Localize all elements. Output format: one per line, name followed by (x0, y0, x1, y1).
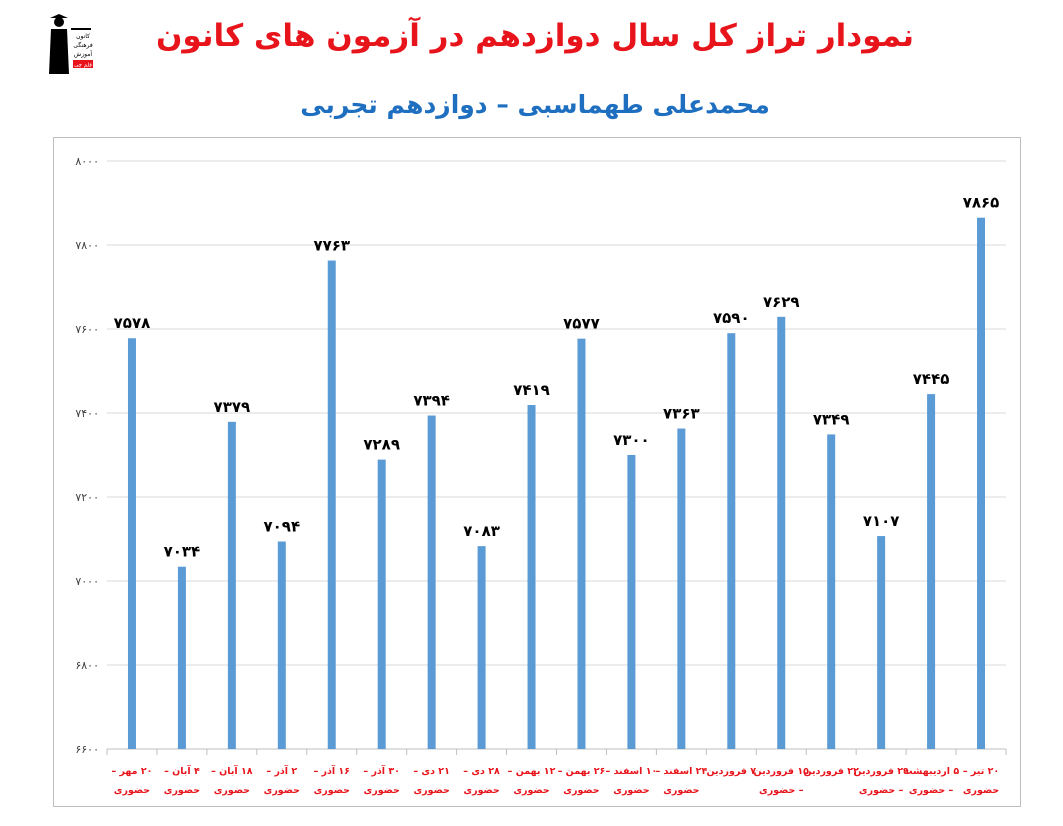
x-tick-label-6-line-1: ۳۰ آذر – (363, 764, 400, 777)
bar-13 (727, 333, 736, 749)
bar-7 (427, 415, 436, 749)
x-tick-label-4-line-1: ۲ آذر – (266, 764, 297, 777)
x-tick-label-10-line-2: حضوری (563, 785, 599, 796)
logo-text-2: فرهنگی (73, 41, 93, 49)
x-tick-label-5-line-1: ۱۶ آذر – (313, 764, 350, 777)
y-tick-label-7000: ۷۰۰۰ (75, 575, 99, 588)
bar-11 (627, 455, 636, 749)
data-label-17: ۷۴۴۵ (913, 370, 950, 388)
data-label-8: ۷۰۸۳ (463, 522, 500, 540)
x-tick-label-10-line-1: ۲۶ بهمن – (558, 766, 606, 777)
bar-9 (527, 405, 536, 749)
y-tick-label-7400: ۷۴۰۰ (75, 407, 99, 420)
x-tick-label-13-line-1: ۷ فروردین (706, 766, 756, 777)
logo: کانون فرهنگی آموزش قلم چی (47, 12, 99, 78)
logo-text-4: قلم چی (74, 63, 92, 69)
bar-5 (327, 260, 336, 749)
x-tick-label-12-line-1: ۲۴ اسفند – (655, 766, 707, 777)
bar-18 (977, 217, 986, 749)
x-tick-label-3-line-2: حضوری (214, 785, 250, 796)
logo-text-1: کانون (76, 33, 90, 40)
data-label-7: ۷۳۹۴ (413, 392, 450, 410)
y-tick-label-6800: ۶۸۰۰ (75, 659, 99, 672)
y-tick-label-8000: ۸۰۰۰ (75, 155, 99, 168)
x-tick-label-7-line-2: حضوری (413, 785, 449, 796)
bar-15 (827, 434, 836, 749)
x-tick-label-7-line-1: ۲۱ دی – (413, 766, 450, 777)
data-label-14: ۷۶۲۹ (763, 293, 800, 311)
bar-17 (927, 394, 936, 749)
x-tick-label-1-line-2: حضوری (114, 785, 150, 796)
data-label-12: ۷۳۶۳ (663, 405, 700, 423)
x-tick-label-12-line-2: حضوری (663, 785, 699, 796)
data-label-1: ۷۵۷۸ (114, 314, 151, 332)
x-tick-label-18-line-2: حضوری (963, 785, 999, 796)
y-tick-label-7800: ۷۸۰۰ (75, 239, 99, 252)
x-tick-label-11-line-2: حضوری (613, 785, 649, 796)
data-label-2: ۷۰۳۴ (164, 543, 201, 561)
x-tick-label-17-line-2: – حضوری (909, 785, 954, 796)
bar-2 (177, 566, 186, 749)
logo-text-3: آموزش (74, 49, 93, 58)
y-tick-label-7200: ۷۲۰۰ (75, 491, 99, 504)
x-tick-label-2-line-1: ۴ آبان – (164, 764, 200, 777)
x-tick-label-4-line-2: حضوری (264, 785, 300, 796)
x-tick-label-16-line-1: ۲۹ فروردین (853, 766, 909, 777)
data-label-16: ۷۱۰۷ (863, 512, 900, 530)
data-label-10: ۷۵۷۷ (563, 315, 600, 333)
bar-3 (227, 421, 236, 749)
y-tick-label-7600: ۷۶۰۰ (75, 323, 99, 336)
x-tick-label-18-line-1: ۲۰ تیر – (963, 766, 999, 777)
bar-12 (677, 428, 686, 749)
bar-6 (377, 459, 386, 749)
data-label-15: ۷۳۴۹ (813, 410, 850, 428)
data-label-5: ۷۷۶۳ (313, 237, 350, 255)
x-tick-label-2-line-2: حضوری (164, 785, 200, 796)
bar-chart: ۶۶۰۰ ۶۸۰۰ ۷۰۰۰ ۷۲۰۰ ۷۴۰۰ ۷۶۰۰ ۷۸۰۰ ۸۰۰۰ ۷۵۷۸ ۲۰ م… (75, 155, 1007, 796)
x-tick-label-8-line-1: ۲۸ دی – (463, 766, 500, 777)
logo-graphic: کانون فرهنگی آموزش قلم چی (47, 12, 99, 78)
data-label-11: ۷۳۰۰ (613, 431, 650, 449)
x-tick-label-1-line-1: ۲۰ مهر – (111, 766, 152, 777)
bar-1 (127, 338, 136, 749)
data-label-13: ۷۵۹۰ (713, 309, 750, 327)
x-tick-label-3-line-1: ۱۸ آبان – (211, 764, 253, 777)
bar-10 (577, 338, 586, 749)
page-title: نمودار تراز کل سال دوازدهم در آزمون های … (155, 18, 915, 54)
x-tick-label-17-line-1: ۵ اردیبهشت (903, 766, 959, 777)
x-tick-label-9-line-2: حضوری (513, 785, 549, 796)
x-tick-label-5-line-2: حضوری (314, 785, 350, 796)
data-label-6: ۷۲۸۹ (363, 436, 400, 454)
bar-16 (877, 536, 886, 749)
data-label-18: ۷۸۶۵ (963, 194, 1000, 212)
x-tick-label-14-line-2: – حضوری (759, 785, 804, 796)
x-tick-label-14-line-1: ۱۵ فروردین (754, 766, 810, 777)
x-tick-label-9-line-1: ۱۲ بهمن – (508, 766, 556, 777)
x-tick-label-11-line-1: ۱۰ اسفند – (606, 766, 658, 777)
data-label-4: ۷۰۹۴ (263, 518, 300, 536)
bar-4 (277, 541, 286, 749)
x-tick-label-15-line-1: ۲۲ فروردین (803, 766, 859, 777)
page-subtitle: محمدعلی طهماسبی – دوازدهم تجربی (300, 90, 770, 119)
x-tick-label-6-line-2: حضوری (364, 785, 400, 796)
y-tick-label-6600: ۶۶۰۰ (75, 743, 99, 756)
bar-14 (777, 316, 786, 749)
x-tick-label-8-line-2: حضوری (463, 785, 499, 796)
chart-frame: ۶۶۰۰ ۶۸۰۰ ۷۰۰۰ ۷۲۰۰ ۷۴۰۰ ۷۶۰۰ ۷۸۰۰ ۸۰۰۰ ۷۵۷۸ ۲۰ م… (53, 137, 1021, 807)
x-tick-label-16-line-2: – حضوری (859, 785, 904, 796)
bar-8 (477, 546, 486, 749)
data-label-3: ۷۳۷۹ (214, 398, 251, 416)
data-label-9: ۷۴۱۹ (513, 381, 550, 399)
